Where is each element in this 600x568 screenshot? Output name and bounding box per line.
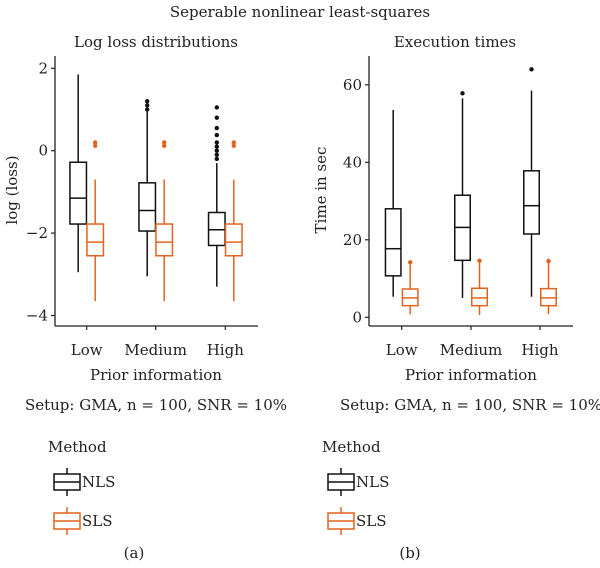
outlier-point bbox=[93, 143, 98, 148]
y-tick-label: 20 bbox=[343, 231, 362, 249]
outlier-point bbox=[214, 144, 219, 149]
setup-caption: Setup: GMA, n = 100, SNR = 10% bbox=[25, 396, 287, 414]
outlier-point bbox=[214, 140, 219, 145]
box-iqr bbox=[384, 208, 402, 277]
x-tick-label: High bbox=[207, 341, 244, 359]
outlier-point bbox=[145, 103, 150, 108]
y-tick-label: 2 bbox=[38, 59, 48, 77]
outlier-point bbox=[93, 140, 98, 145]
y-tick-label: −4 bbox=[26, 307, 48, 325]
boxplot-sls-medium bbox=[155, 140, 174, 302]
y-axis-label: log (loss) bbox=[3, 155, 21, 224]
outlier-point bbox=[477, 258, 482, 263]
outlier-point bbox=[214, 115, 219, 120]
boxplot-sls-high bbox=[224, 140, 243, 302]
outlier-point bbox=[214, 132, 219, 138]
legend-label-nls: NLS bbox=[82, 473, 115, 491]
boxplot-nls-high bbox=[207, 105, 226, 287]
box-iqr bbox=[224, 223, 243, 257]
outlier-point bbox=[529, 67, 534, 72]
outlier-point bbox=[408, 260, 413, 265]
legend-title: Method bbox=[322, 438, 381, 456]
boxplot-sls-low bbox=[86, 140, 105, 302]
x-axis-label: Prior information bbox=[90, 366, 222, 384]
boxplot-nls-low bbox=[384, 109, 402, 297]
outlier-point bbox=[162, 140, 167, 145]
chart-title: Log loss distributions bbox=[74, 33, 238, 51]
legend-label-sls: SLS bbox=[82, 512, 113, 530]
box-iqr bbox=[138, 182, 157, 232]
chart-title: Execution times bbox=[394, 33, 516, 51]
x-tick-label: Medium bbox=[440, 341, 503, 359]
outlier-point bbox=[214, 152, 219, 158]
boxplot-nls-high bbox=[523, 67, 540, 297]
boxplot-nls-low bbox=[69, 74, 88, 273]
outlier-point bbox=[214, 156, 219, 162]
legend-label-sls: SLS bbox=[356, 512, 387, 530]
setup-caption: Setup: GMA, n = 100, SNR = 10% bbox=[340, 396, 600, 414]
box-iqr bbox=[207, 211, 226, 247]
outlier-point bbox=[231, 140, 236, 145]
box-iqr bbox=[155, 223, 174, 257]
box-iqr bbox=[523, 170, 540, 235]
panel-label: (a) bbox=[124, 544, 145, 562]
box-iqr bbox=[540, 287, 557, 307]
panel-b: Execution times Time in sec Prior inform… bbox=[312, 33, 600, 562]
legend-label-nls: NLS bbox=[356, 473, 389, 491]
boxplot-nls-medium bbox=[138, 99, 157, 277]
box-iqr bbox=[69, 161, 88, 225]
boxplot-sls-low bbox=[401, 260, 419, 315]
legend-key-nls bbox=[53, 468, 81, 496]
y-tick-label: −2 bbox=[26, 224, 48, 242]
y-tick-label: 0 bbox=[38, 142, 48, 160]
box-iqr bbox=[86, 223, 105, 257]
legend-key-sls bbox=[53, 507, 81, 535]
outlier-point bbox=[214, 148, 219, 153]
boxplot-sls-high bbox=[540, 258, 557, 315]
panel-a: Log loss distributions log (loss) Prior … bbox=[3, 33, 287, 562]
outlier-point bbox=[460, 91, 465, 96]
outlier-point bbox=[214, 105, 219, 110]
boxplot-nls-medium bbox=[454, 91, 471, 298]
outlier-point bbox=[546, 258, 551, 264]
box-iqr bbox=[471, 287, 488, 307]
y-tick-label: 40 bbox=[343, 153, 362, 171]
figure-title: Seperable nonlinear least-squares bbox=[170, 3, 430, 21]
x-tick-label: Low bbox=[71, 341, 103, 359]
x-tick-label: Medium bbox=[124, 341, 187, 359]
x-tick-label: High bbox=[521, 341, 558, 359]
outlier-point bbox=[145, 107, 150, 112]
legend-key-sls bbox=[327, 507, 355, 535]
y-tick-label: 60 bbox=[343, 76, 362, 94]
boxplot-sls-medium bbox=[471, 258, 488, 315]
panel-label: (b) bbox=[399, 544, 420, 562]
outlier-point bbox=[162, 143, 167, 148]
legend-title: Method bbox=[48, 438, 107, 456]
outlier-point bbox=[214, 125, 219, 131]
outlier-point bbox=[231, 143, 236, 148]
x-axis-label: Prior information bbox=[405, 366, 537, 384]
x-tick-label: Low bbox=[386, 341, 418, 359]
outlier-point bbox=[145, 99, 150, 104]
y-tick-label: 0 bbox=[352, 308, 362, 326]
legend-key-nls bbox=[327, 468, 355, 496]
y-axis-label: Time in sec bbox=[312, 147, 330, 234]
